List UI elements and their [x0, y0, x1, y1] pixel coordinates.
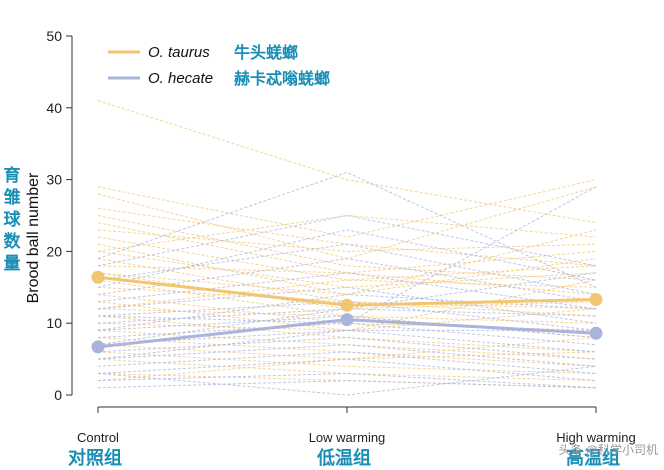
individual-line-taurus-24: [97, 358, 597, 382]
individual-line-taurus-5: [97, 215, 597, 281]
mean-point-taurus-2: [340, 298, 354, 312]
individual-line-hecate-13: [97, 344, 597, 367]
individual-line-hecate-17: [97, 380, 597, 389]
mean-lines: [91, 270, 603, 354]
individual-line-taurus-23: [97, 351, 597, 374]
x-category-cn-control: 对照组: [68, 448, 122, 469]
mean-point-taurus-1: [91, 270, 105, 284]
y-tick-label-0: 0: [54, 387, 62, 403]
individual-line-taurus-25: [97, 373, 597, 389]
legend-label-taurus: O. taurus: [148, 44, 210, 61]
x-category-cn-low-warming: 低温组: [317, 448, 371, 469]
individual-line-taurus-28: [97, 229, 597, 252]
individual-line-taurus-30: [97, 265, 597, 310]
x-tick-label-1: Control: [77, 430, 119, 445]
individual-line-hecate-18: [97, 229, 597, 288]
legend-label-cn-hecate: 赫卡忒嗡蜣螂: [234, 69, 330, 88]
x-category-cn-high-warming: 高温组: [566, 448, 620, 469]
individual-line-hecate-4: [97, 258, 597, 303]
individual-line-taurus-29: [97, 229, 597, 296]
x-tick-label-3: High warming: [556, 430, 635, 445]
legend-label-hecate: O. hecate: [148, 70, 213, 87]
individual-line-hecate-21: [97, 365, 597, 396]
mean-point-hecate-3: [589, 326, 603, 340]
legend-label-cn-taurus: 牛头蜣螂: [234, 43, 298, 62]
individual-line-hecate-6: [97, 286, 597, 324]
individual-line-hecate-12: [97, 337, 597, 360]
individual-line-taurus-27: [97, 214, 597, 252]
y-tick-label-20: 20: [46, 243, 62, 259]
y-axis-label-cn: 育雏球数量: [3, 166, 21, 274]
individual-line-hecate-20: [97, 329, 596, 360]
individual-line-taurus-22: [97, 337, 597, 360]
individual-line-taurus-19: [97, 308, 597, 331]
mean-point-taurus-3: [589, 293, 603, 307]
individual-line-hecate-3: [97, 243, 597, 295]
individual-line-hecate-7: [97, 301, 597, 331]
y-axis-label: Brood ball number: [25, 172, 42, 303]
y-tick-label-40: 40: [46, 100, 62, 116]
mean-point-hecate-1: [91, 340, 105, 354]
individual-line-hecate-14: [97, 351, 597, 374]
individual-line-hecate-11: [97, 329, 597, 353]
y-tick-label-30: 30: [46, 172, 62, 188]
individual-line-taurus-26: [97, 351, 597, 382]
individual-line-hecate-1: [97, 171, 597, 288]
axes: 0 10 20 30 40 50 Control Low warming High warmin…: [25, 28, 636, 445]
individual-line-hecate-15: [97, 358, 597, 382]
individual-line-hecate-10: [97, 322, 597, 346]
individual-line-hecate-8: [97, 308, 597, 324]
y-tick-label-10: 10: [46, 315, 62, 331]
mean-point-hecate-2: [340, 313, 354, 327]
individual-line-hecate-16: [97, 372, 597, 389]
individual-line-taurus-20: [97, 329, 597, 360]
y-tick-label-50: 50: [46, 28, 62, 44]
legend: O. taurus 牛头蜣螂 O. hecate 赫卡忒嗡蜣螂: [108, 43, 330, 88]
individual-line-taurus-21: [97, 337, 597, 367]
individual-line-taurus-1: [97, 100, 597, 224]
individual-line-hecate-19: [97, 293, 597, 331]
individual-line-taurus-4: [97, 207, 597, 267]
x-tick-label-2: Low warming: [309, 430, 386, 445]
individual-line-hecate-5: [97, 272, 597, 310]
individual-line-taurus-18: [97, 315, 597, 353]
individual-line-taurus-2: [97, 179, 597, 238]
individual-line-taurus-6: [97, 222, 597, 274]
watermark: 头条 @科学小司机: [558, 443, 658, 457]
individual-trajectories: [97, 100, 597, 396]
individual-line-taurus-3: [97, 186, 597, 260]
